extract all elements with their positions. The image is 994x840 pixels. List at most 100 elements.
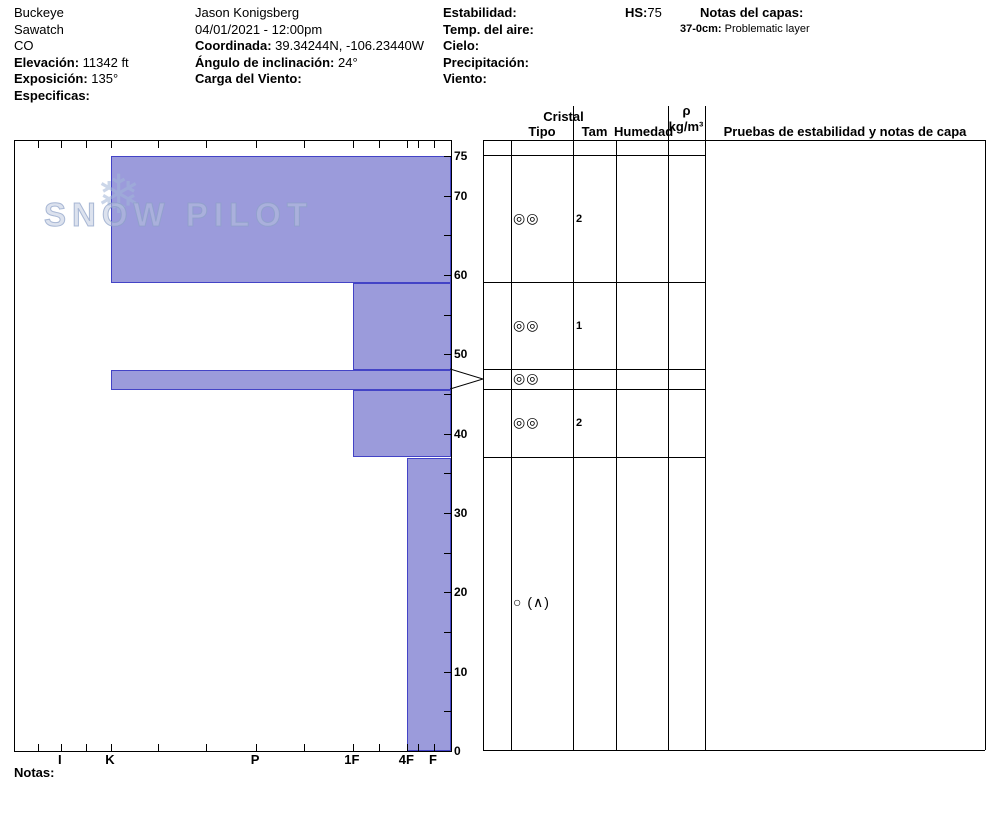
x-axis-tick [256,744,258,751]
hs-label: HS: [625,5,648,20]
slope-angle-row: Ángulo de inclinación: 24° [195,55,358,70]
x-axis-tick [158,141,159,148]
y-axis-label: 40 [454,426,468,441]
x-axis-tick [256,141,258,148]
layer-note-entry: 37-0cm: Problematic layer [680,23,810,35]
hardness-axis-labels: I K P 1F 4F F [14,752,450,768]
y-axis-label: 70 [454,188,468,203]
coordinates-value: 39.34244N, -106.23440W [271,38,425,53]
y-axis-tick [444,394,451,395]
snow-layer-bar [111,156,451,283]
table-column-line [616,140,617,750]
stability-label: Estabilidad: [443,5,517,20]
column-header-tam: Tam [581,124,608,139]
x-axis-label: F [429,752,437,767]
coordinates-label: Coordinada: [195,38,272,53]
x-axis-label: P [250,752,260,767]
x-axis-tick [417,744,419,751]
x-axis-tick [304,744,306,751]
grain-size-value: 1 [576,319,583,332]
y-axis-tick [444,156,451,157]
x-axis-label: 4F [398,752,414,767]
aspect-label: Exposición: [14,71,88,86]
column-header-tipo: Tipo [528,124,556,139]
hs-row: HS:75 [625,5,662,20]
snow-layer-bar [111,370,451,390]
x-axis-tick [352,744,354,751]
precipitation-label: Precipitación: [443,54,529,70]
layer-boundary-line [483,281,705,283]
column-header-cristal: Cristal [543,109,584,124]
slope-angle-value: 24° [334,54,358,70]
y-axis-label: 20 [454,585,468,600]
y-axis-tick [444,473,451,475]
notes-label: Notas: [14,765,55,780]
observer-name: Jason Konigsberg [195,5,300,20]
y-axis-tick [444,671,451,673]
y-axis-label: 60 [454,268,468,282]
table-top-line [483,140,985,141]
specifics-label: Especificas: [14,87,90,103]
table-column-line [511,140,512,750]
x-axis-tick [38,744,40,751]
x-axis-tick [352,141,354,148]
layer-boundary-line [483,456,705,458]
table-bottom-line [483,750,985,751]
x-axis-tick [434,744,435,751]
x-axis-tick [407,744,409,751]
layer-note-text: Problematic layer [721,23,810,35]
x-axis-tick [304,141,306,148]
y-axis-tick [444,195,451,197]
depth-axis-labels: 75 70 60 50 40 30 20 10 0 [454,140,480,758]
column-header-density-symbol: ρ [682,103,691,118]
layer-data-table: ◎◎ 2 ◎◎ 1 ◎◎ ◎◎ 2 ○ (∧) [483,106,986,751]
wind-loading-label: Carga del Viento: [195,71,302,86]
site-name: Buckeye [14,5,64,20]
column-header-humedad: Humedad [614,124,674,139]
column-header-stability-tests: Pruebas de estabilidad y notas de capa [723,124,967,139]
table-column-line [985,140,986,750]
layer-boundary-line [483,389,705,390]
x-axis-tick [379,744,381,751]
table-column-line [705,106,706,750]
y-axis-tick [444,552,451,554]
x-axis-tick [86,141,88,148]
grain-type-symbol: ○ (∧) [513,594,550,611]
y-axis-tick [444,592,451,594]
table-column-line [668,106,669,750]
slope-angle-label: Ángulo de inclinación: [195,54,335,70]
grain-type-symbol: ◎◎ [513,413,540,430]
y-axis-label: 0 [454,744,461,758]
observation-datetime: 04/01/2021 - 12:00pm [195,21,323,37]
layer-boundary-line [483,369,705,371]
hs-value: 75 [647,5,662,20]
y-axis-tick [444,314,451,316]
y-axis-tick [444,235,451,237]
y-axis-label: 75 [454,149,468,163]
y-axis-label: 50 [454,347,468,362]
y-axis-tick [444,513,451,514]
grain-type-symbol: ◎◎ [513,209,540,226]
grain-size-value: 2 [576,212,583,225]
elevation-value: 11342 ft [79,54,129,70]
air-temp-label: Temp. del aire: [443,21,534,37]
wind-label: Viento: [443,71,487,86]
x-axis-tick [417,141,419,148]
x-axis-tick [86,744,88,751]
layer-notes-label: Notas del capas: [700,5,804,20]
elevation-label: Elevación: [14,54,80,70]
y-axis-tick [444,632,451,633]
x-axis-tick [38,141,40,148]
y-axis-tick [444,354,451,356]
thin-layer-leader-line [450,368,483,390]
coordinates-row: Coordinada: 39.34244N, -106.23440W [195,38,424,53]
x-axis-tick [110,744,112,751]
layer-boundary-line [483,155,705,156]
x-axis-tick [407,141,409,148]
x-axis-tick [60,141,62,148]
grain-size-value: 2 [576,416,583,429]
x-axis-label: 1F [344,752,360,767]
x-axis-tick [60,744,62,751]
x-axis-tick [206,141,207,148]
snow-layer-bar [353,390,451,458]
